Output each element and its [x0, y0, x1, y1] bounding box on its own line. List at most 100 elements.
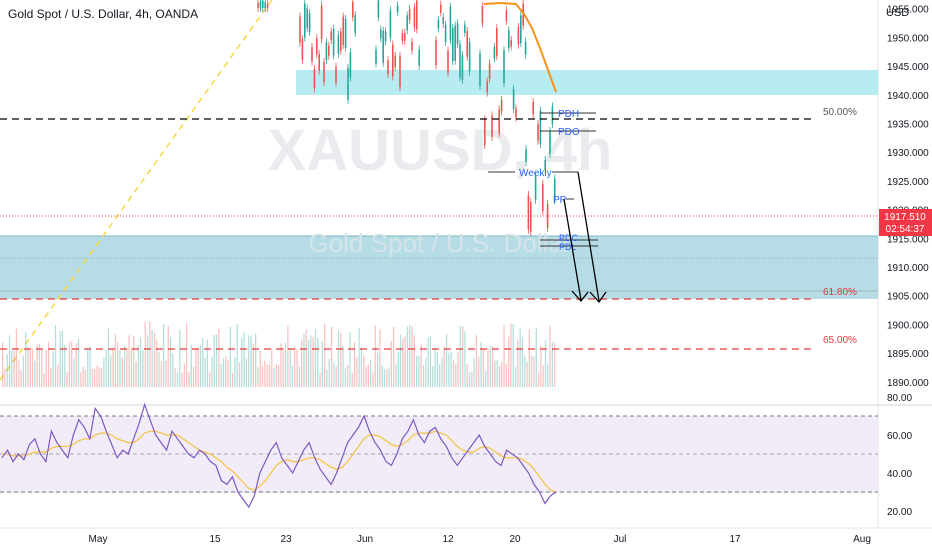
volume-bar [381, 365, 383, 387]
currency-label: USD [886, 7, 910, 19]
volume-bar [225, 355, 227, 387]
volume-bar [307, 340, 310, 387]
volume-bar [429, 336, 432, 387]
candle-body [508, 30, 510, 49]
rsi-axis-tick: 80.00 [887, 393, 912, 404]
candle-body [503, 50, 505, 84]
volume-bar [363, 355, 365, 387]
volume-bar [98, 367, 100, 387]
volume-bar [301, 340, 303, 387]
volume-bar [213, 335, 215, 387]
volume-bar [291, 365, 294, 387]
volume-bar [344, 368, 346, 387]
candle-body [375, 49, 377, 64]
volume-bar [434, 347, 436, 387]
moving-average-line[interactable] [483, 1, 557, 93]
volume-bar [317, 337, 319, 387]
candle-body [484, 119, 486, 146]
volume-bar [533, 356, 535, 387]
time-axis[interactable]: May 15 23 Jun 12 20 Jul 17 Aug [89, 534, 871, 545]
candle-body [387, 60, 389, 75]
rsi-line[interactable] [1, 402, 557, 509]
candle-body [408, 9, 411, 21]
volume-bar [142, 349, 144, 387]
candle-body [377, 0, 380, 18]
volume-bar [360, 347, 363, 387]
rsi-axis-tick: 60.00 [887, 431, 912, 442]
rsi-axis[interactable]: 20.00 40.00 60.00 80.00 [887, 393, 912, 518]
volume-bar [544, 340, 547, 387]
volume-bar [165, 360, 167, 387]
candle-body [392, 44, 394, 77]
volume-bar [137, 345, 139, 387]
volume-bar [503, 324, 505, 387]
price-axis-tick: 1955.000 [887, 5, 929, 16]
rsi-ma-line[interactable] [2, 430, 557, 493]
volume-bar [284, 342, 287, 387]
volume-bar [494, 360, 496, 387]
volume-bar [64, 344, 66, 387]
volume-bar [383, 368, 386, 387]
volume-bar [206, 339, 208, 387]
projection-arrows[interactable] [563, 171, 607, 304]
volume-bar [549, 326, 551, 387]
candle-body [539, 110, 542, 145]
volume-bar [259, 350, 261, 387]
candle-body [335, 66, 337, 83]
volume-bar [466, 364, 468, 387]
volume-bar [50, 368, 52, 387]
candle-series[interactable] [257, 0, 556, 237]
volume-bar [66, 372, 68, 387]
candle-body [347, 67, 349, 100]
candle-body [515, 108, 517, 118]
volume-bar [342, 346, 344, 387]
volume-bar [427, 337, 429, 387]
volume-bar [20, 370, 22, 387]
volume-bar [420, 344, 422, 387]
pdh-label: PDH [558, 109, 579, 120]
resistance-zone[interactable] [296, 70, 878, 95]
candle-body [435, 40, 437, 66]
volume-bar [365, 366, 367, 387]
candle-body [486, 81, 488, 93]
volume-bar [94, 368, 96, 387]
volume-bar [374, 325, 376, 387]
volume-bar [128, 335, 130, 387]
volume-bar [243, 332, 245, 387]
candle-body [308, 13, 311, 32]
volume-bar [397, 352, 399, 387]
volume-bar [174, 368, 176, 387]
volume-bar [452, 360, 455, 387]
volume-bar [91, 368, 93, 387]
trend-line[interactable] [0, 0, 273, 381]
volume-bar [172, 353, 174, 387]
support-zone[interactable] [0, 236, 878, 299]
volume-bar [248, 335, 250, 387]
candle-body [534, 176, 537, 200]
volume-bar [324, 323, 326, 387]
volume-bar [340, 332, 342, 387]
volume-bar [298, 366, 300, 387]
candle-body [454, 25, 456, 61]
candle-body [382, 30, 384, 63]
volume-bar [34, 360, 36, 387]
candle-body [461, 55, 464, 80]
candle-body [444, 24, 447, 42]
volume-bar [77, 338, 80, 387]
volume-bar [123, 346, 126, 387]
volume-bar [310, 335, 312, 387]
volume-bar [54, 324, 57, 387]
time-axis-tick: 12 [442, 534, 454, 545]
volume-bar [436, 352, 438, 387]
candle-body [456, 23, 459, 45]
volume-bar [498, 365, 501, 387]
volume-bar [27, 345, 29, 387]
volume-bar [367, 364, 369, 387]
volume-bar [443, 346, 445, 387]
pdc-label: PDC [559, 233, 579, 243]
candle-body [554, 178, 556, 201]
candle-body [320, 5, 323, 40]
volume-bar [160, 361, 162, 387]
candle-body [505, 10, 508, 22]
